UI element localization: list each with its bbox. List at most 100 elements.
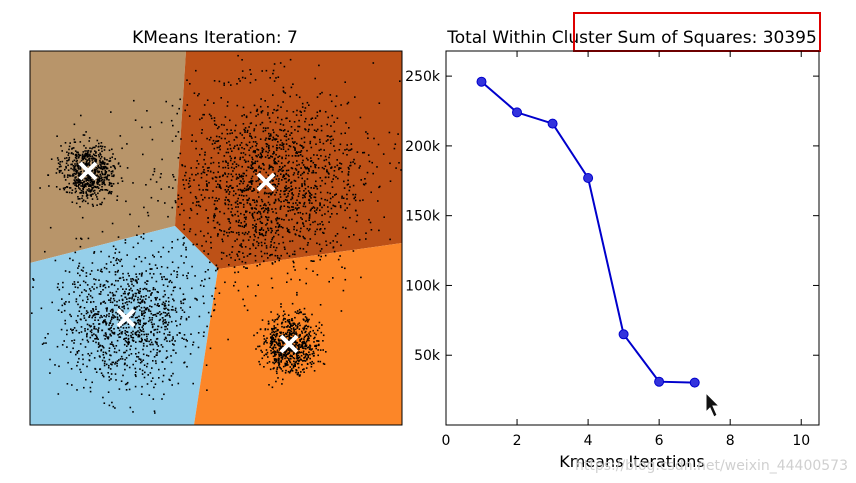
scatter-point <box>264 238 267 241</box>
scatter-point <box>194 275 196 277</box>
scatter-point <box>79 306 81 309</box>
region-top-right <box>175 51 402 269</box>
scatter-point <box>189 185 192 187</box>
scatter-point <box>266 154 269 157</box>
scatter-point <box>287 329 289 332</box>
scatter-point <box>81 216 84 219</box>
scatter-point <box>291 325 293 327</box>
scatter-point <box>137 278 140 280</box>
scatter-point <box>314 233 316 236</box>
scatter-point <box>171 305 174 308</box>
scatter-point <box>232 231 234 233</box>
scatter-point <box>106 174 109 176</box>
scatter-point <box>158 311 161 313</box>
scatter-point <box>174 179 177 181</box>
scatter-point <box>153 329 156 331</box>
x-tick-label: 4 <box>584 433 593 449</box>
scatter-point <box>309 142 311 145</box>
scatter-point <box>104 286 107 289</box>
scatter-point <box>125 389 128 391</box>
scatter-point <box>238 173 240 176</box>
scatter-point <box>171 384 173 386</box>
scatter-point <box>139 328 141 331</box>
scatter-point <box>121 298 124 301</box>
scatter-point <box>127 343 129 346</box>
scatter-point <box>71 189 74 191</box>
scatter-point <box>88 185 90 187</box>
scatter-point <box>105 166 108 169</box>
scatter-point <box>60 145 62 147</box>
scatter-point <box>232 194 235 197</box>
scatter-point <box>312 350 315 353</box>
scatter-point <box>298 308 301 311</box>
scatter-point <box>235 136 237 138</box>
scatter-point <box>285 336 287 338</box>
scatter-point <box>321 179 323 182</box>
scatter-point <box>224 189 227 191</box>
scatter-point <box>74 286 77 288</box>
scatter-point <box>226 128 228 131</box>
scatter-point <box>274 355 276 357</box>
scatter-point <box>321 221 323 223</box>
scatter-point <box>305 340 308 343</box>
scatter-point <box>297 195 300 198</box>
scatter-point <box>271 386 274 389</box>
scatter-point <box>288 160 290 163</box>
scatter-point <box>292 324 294 326</box>
scatter-point <box>90 311 93 314</box>
scatter-point <box>295 151 298 153</box>
scatter-point <box>300 114 302 116</box>
scatter-point <box>132 285 135 287</box>
scatter-point <box>206 174 208 176</box>
scatter-point <box>172 336 174 338</box>
scatter-point <box>275 153 277 156</box>
scatter-point <box>83 156 85 158</box>
scatter-point <box>341 197 343 199</box>
scatter-point <box>89 325 92 328</box>
scatter-point <box>118 251 121 254</box>
scatter-point <box>129 297 131 299</box>
scatter-point <box>219 145 221 147</box>
scatter-point <box>102 161 105 164</box>
scatter-point <box>227 173 230 175</box>
scatter-point <box>300 227 302 230</box>
scatter-point <box>312 362 315 365</box>
scatter-point <box>277 156 279 158</box>
scatter-point <box>94 150 96 152</box>
scatter-point <box>277 339 280 341</box>
scatter-point <box>140 333 143 336</box>
scatter-point <box>117 162 120 164</box>
scatter-point <box>86 284 89 286</box>
scatter-point <box>103 197 106 200</box>
scatter-point <box>106 159 108 161</box>
scatter-point <box>299 144 302 146</box>
scatter-point <box>270 336 273 339</box>
scatter-point <box>92 310 95 312</box>
scatter-point <box>282 341 284 344</box>
scatter-point <box>91 180 93 182</box>
scatter-point <box>254 259 257 262</box>
scatter-point <box>176 238 179 241</box>
scatter-point <box>103 166 105 168</box>
scatter-point <box>228 231 231 234</box>
scatter-point <box>92 182 95 185</box>
scatter-point <box>141 330 143 332</box>
scatter-point <box>105 171 108 173</box>
scatter-point <box>102 351 105 354</box>
scatter-point <box>294 316 296 319</box>
scatter-point <box>192 382 194 385</box>
y-tick-label: 200k <box>405 139 441 155</box>
scatter-point <box>273 108 275 111</box>
scatter-point <box>282 331 285 334</box>
scatter-point <box>286 331 289 333</box>
scatter-point <box>306 363 309 365</box>
scatter-point <box>84 184 87 187</box>
scatter-point <box>78 357 80 360</box>
scatter-point <box>302 327 304 330</box>
scatter-point <box>172 343 174 345</box>
scatter-point <box>291 355 293 358</box>
scatter-point <box>261 155 263 158</box>
scatter-point <box>115 345 118 347</box>
scatter-point <box>232 187 234 189</box>
scatter-point <box>155 298 157 300</box>
